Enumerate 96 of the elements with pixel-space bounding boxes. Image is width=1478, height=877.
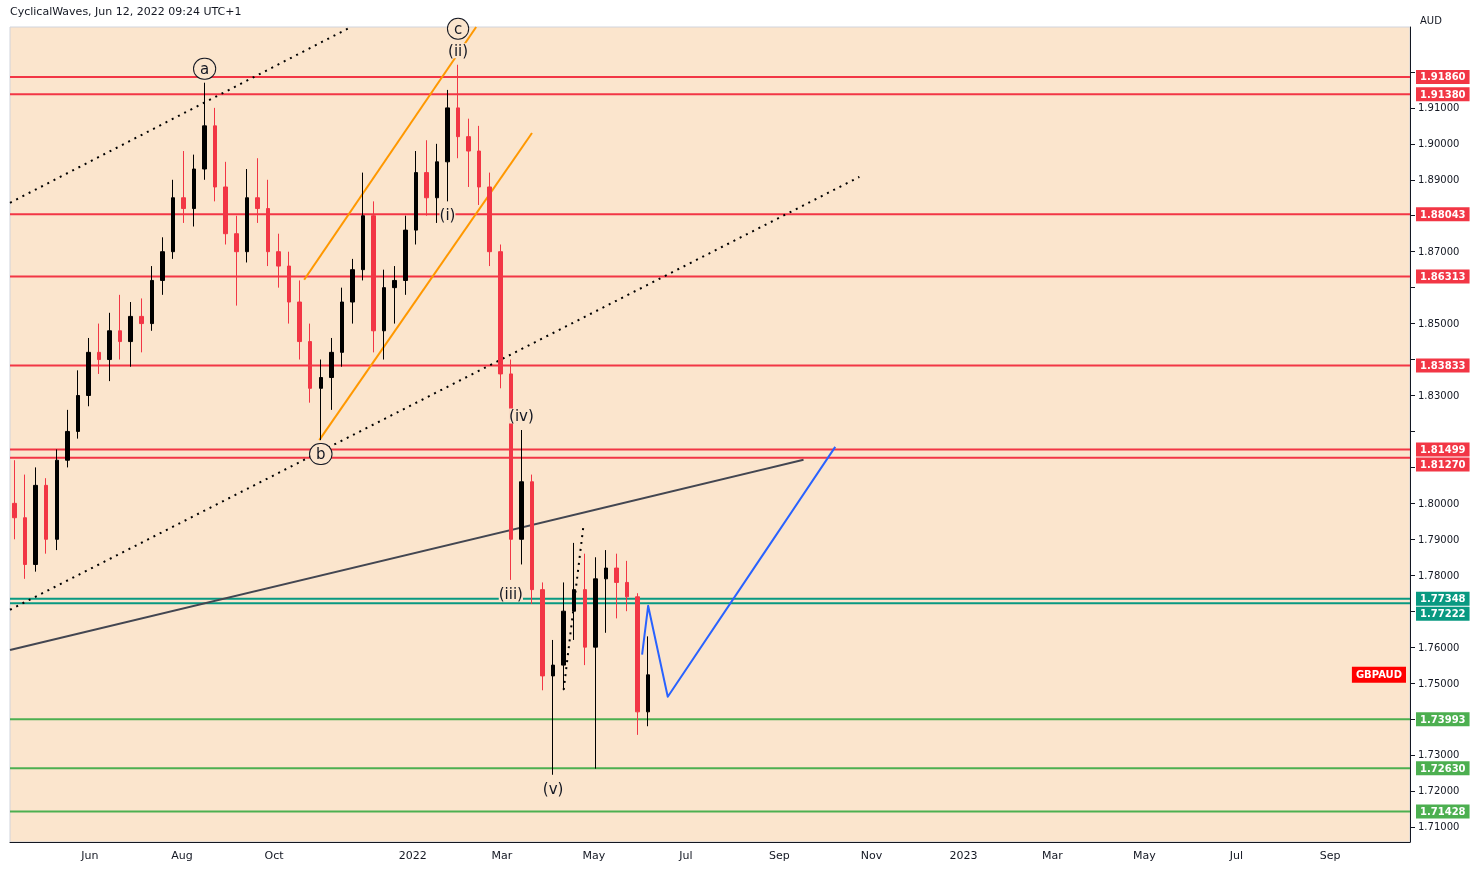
y-tick-label: 1.76000	[1418, 641, 1460, 653]
ref-line-label: 1.77222	[1420, 608, 1466, 620]
candlestick	[530, 474, 534, 605]
candlestick	[192, 154, 196, 228]
candlestick	[414, 150, 418, 245]
annotation: (iv)	[509, 407, 534, 426]
candlestick	[403, 215, 408, 296]
candlestick	[604, 549, 608, 634]
ref-line-label: 1.77348	[1420, 593, 1466, 605]
y-tick-label: 1.90000	[1418, 138, 1460, 150]
candlestick	[551, 639, 555, 776]
y-tick-label: 1.79000	[1418, 533, 1460, 545]
candlestick	[540, 581, 545, 691]
y-tick-label: 1.83000	[1418, 389, 1460, 401]
candlestick	[55, 448, 59, 551]
y-tick-label: 1.80000	[1418, 497, 1460, 509]
y-tick-label: 1.78000	[1418, 569, 1460, 581]
candlestick	[445, 89, 450, 202]
candlestick	[160, 236, 165, 296]
x-tick-label: Aug	[171, 849, 193, 862]
candlestick	[593, 556, 598, 770]
y-tick-label: 1.85000	[1418, 318, 1460, 330]
candlestick	[245, 168, 249, 263]
ref-line-label: 1.81499	[1420, 443, 1466, 455]
x-tick-label: Jun	[80, 849, 99, 862]
candlestick	[139, 297, 144, 353]
ref-line-label: 1.72630	[1420, 762, 1466, 774]
candlestick	[171, 179, 175, 260]
candlestick	[466, 118, 471, 188]
y-tick-label: 1.89000	[1418, 174, 1460, 186]
candlestick	[65, 409, 70, 468]
annotation: (i)	[439, 206, 456, 225]
candlestick	[646, 635, 650, 727]
annotation: a	[200, 59, 210, 78]
candlestick	[614, 553, 619, 619]
ref-line-label: 1.83833	[1420, 360, 1466, 372]
candlestick	[435, 143, 439, 224]
annotation: GBPAUD	[1355, 669, 1402, 681]
ref-line-label: 1.81270	[1420, 458, 1466, 470]
x-tick-label: Sep	[769, 849, 790, 862]
candlestick	[76, 369, 80, 440]
candlestick	[477, 125, 481, 206]
ref-line-label: 1.91380	[1420, 88, 1466, 100]
ref-line-label: 1.73993	[1420, 713, 1466, 725]
annotation: b	[316, 445, 326, 464]
x-tick-label: Mar	[491, 849, 513, 862]
annotation: (v)	[542, 779, 564, 798]
candlestick	[44, 477, 48, 555]
x-tick-label: Oct	[264, 849, 285, 862]
candlestick	[329, 337, 334, 411]
x-tick-label: Mar	[1042, 849, 1064, 862]
candlestick	[340, 287, 344, 368]
x-tick-label: May	[1133, 849, 1157, 862]
candlestick	[625, 560, 629, 612]
x-tick-label: Nov	[860, 849, 883, 862]
x-tick-label: 2022	[398, 849, 427, 862]
annotation: c	[453, 19, 463, 38]
x-tick-label: 2023	[949, 849, 978, 862]
x-tick-label: Jul	[1228, 849, 1244, 862]
line-series	[641, 445, 837, 698]
ref-line-label: 1.71428	[1420, 806, 1466, 818]
candlestick	[23, 474, 27, 580]
candlestick	[392, 265, 397, 325]
y-axis-title: AUD	[1420, 14, 1443, 26]
annotation: (ii)	[448, 41, 469, 60]
x-tick-label: Sep	[1319, 849, 1341, 862]
candlestick	[86, 337, 91, 407]
annotation: (iii)	[498, 584, 523, 603]
candlestick	[128, 301, 133, 368]
candlestick	[107, 312, 112, 382]
candlestick	[519, 429, 524, 565]
candlestick	[213, 107, 217, 202]
text: CyclicalWaves, Jun 12, 2022 09:24 UTC+1	[10, 5, 242, 18]
candlestick	[635, 592, 640, 736]
candlestick	[382, 269, 386, 361]
y-tick-label: 1.91000	[1418, 102, 1460, 114]
candlestick	[572, 542, 576, 641]
ref-line-label: 1.86313	[1420, 270, 1466, 282]
candlestick	[583, 553, 587, 666]
x-tick-label: May	[582, 849, 606, 862]
candlestick	[202, 82, 207, 181]
candlestick	[297, 279, 302, 361]
y-tick-label: 1.75000	[1418, 677, 1460, 689]
x-tick-label: Jul	[678, 849, 693, 862]
ref-line-label: 1.91860	[1420, 71, 1466, 83]
y-tick-label: 1.72000	[1418, 785, 1460, 797]
candlestick	[33, 466, 38, 573]
ref-line-label: 1.88043	[1420, 208, 1466, 220]
candlestick	[150, 265, 154, 332]
candlestick	[350, 258, 355, 325]
y-tick-label: 1.73000	[1418, 749, 1460, 761]
candlestick	[118, 294, 122, 361]
candlestick	[361, 172, 365, 281]
y-tick-label: 1.87000	[1418, 246, 1460, 258]
candlestick	[319, 359, 323, 441]
y-tick-label: 1.71000	[1418, 821, 1460, 833]
